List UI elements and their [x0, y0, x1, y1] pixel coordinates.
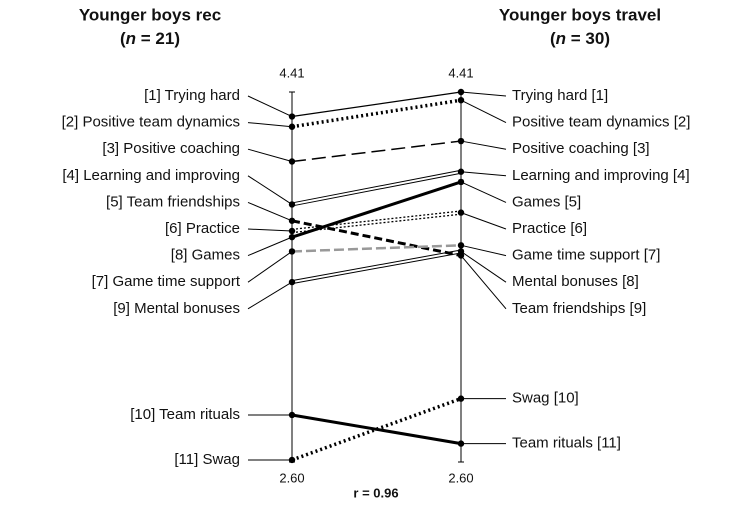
slope-line: [291, 91, 462, 118]
slope-line: [291, 140, 462, 163]
point: [457, 88, 465, 96]
point: [288, 113, 296, 120]
point: [457, 178, 465, 186]
leader-line: [460, 99, 507, 124]
right-label: Swag [10]: [512, 390, 579, 407]
left-subtitle: (n = 21): [120, 29, 180, 48]
leader-line: [247, 175, 293, 205]
point: [457, 242, 465, 249]
right-label: Games [5]: [512, 193, 581, 210]
point: [288, 201, 296, 208]
slope-line: [291, 244, 462, 253]
left-label: [6] Practice: [165, 220, 240, 237]
footnote: r = 0.96: [353, 485, 398, 500]
leader-line: [460, 212, 507, 230]
point: [288, 411, 296, 419]
leader-line: [460, 244, 507, 257]
right-label: Practice [6]: [512, 220, 587, 237]
point: [457, 209, 465, 216]
leader-line: [460, 251, 507, 283]
left-label: [5] Team friendships: [106, 193, 240, 210]
leader-line: [247, 228, 293, 232]
leader-line: [247, 122, 293, 128]
point: [457, 440, 465, 447]
slope-line: [291, 252, 462, 285]
right-label: Positive coaching [3]: [512, 140, 650, 157]
point: [288, 123, 296, 130]
point: [457, 168, 465, 175]
left-label: [3] Positive coaching: [102, 140, 240, 157]
slope-line: [291, 213, 462, 234]
leader-line: [247, 281, 293, 310]
right-label: Learning and improving [4]: [512, 167, 690, 184]
slope-line: [291, 413, 462, 446]
left-label: [1] Trying hard: [144, 87, 240, 104]
leader-line: [460, 171, 507, 177]
slope-line: [291, 98, 462, 129]
slope-line: [291, 249, 462, 282]
leader-line: [460, 255, 507, 310]
leader-line: [247, 148, 293, 162]
point: [288, 217, 296, 224]
point: [288, 248, 296, 255]
point: [457, 137, 465, 145]
slope-line: [291, 210, 462, 231]
point: [288, 158, 296, 165]
point: [288, 278, 296, 286]
point: [457, 248, 465, 255]
left-label: [10] Team rituals: [130, 406, 240, 423]
left-label: [2] Positive team dynamics: [62, 114, 240, 131]
tick-label: 4.41: [448, 65, 473, 80]
right-subtitle: (n = 30): [550, 29, 610, 48]
point: [288, 233, 296, 241]
point: [288, 227, 296, 235]
right-label: Game time support [7]: [512, 247, 660, 264]
point: [457, 395, 465, 402]
leader-line: [247, 95, 293, 117]
right-title: Younger boys travel: [499, 5, 661, 24]
left-title: Younger boys rec: [79, 5, 221, 24]
right-label: Team rituals [11]: [512, 435, 621, 452]
left-label: [11] Swag: [174, 451, 240, 468]
right-label: Trying hard [1]: [512, 87, 608, 104]
left-label: [4] Learning and improving: [62, 167, 240, 184]
slope-line: [291, 180, 462, 239]
point: [288, 456, 296, 464]
leader-line: [460, 181, 507, 203]
tick-label: 2.60: [279, 470, 304, 485]
slope-line: [291, 172, 462, 207]
tick-label: 2.60: [448, 470, 473, 485]
point: [457, 96, 465, 104]
left-label: [7] Game time support: [92, 273, 241, 290]
slope-line: [291, 169, 462, 204]
leader-line: [460, 140, 507, 150]
left-label: [9] Mental bonuses: [113, 300, 240, 317]
tick-label: 4.41: [279, 65, 304, 80]
right-label: Team friendships [9]: [512, 300, 646, 317]
leader-line: [247, 251, 293, 283]
leader-line: [247, 236, 293, 257]
right-label: Mental bonuses [8]: [512, 273, 639, 290]
leader-line: [460, 91, 507, 97]
leader-line: [247, 201, 293, 222]
right-label: Positive team dynamics [2]: [512, 114, 690, 131]
left-label: [8] Games: [171, 247, 240, 264]
